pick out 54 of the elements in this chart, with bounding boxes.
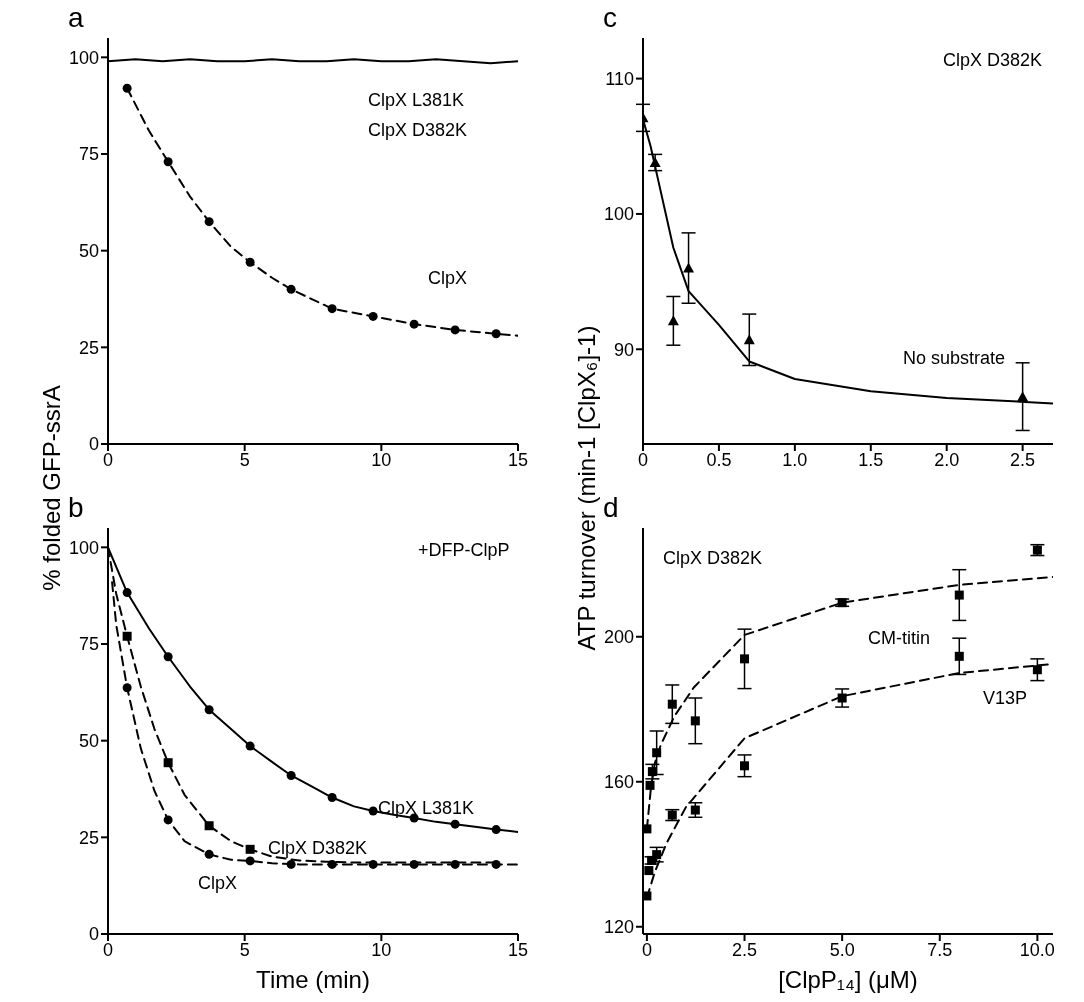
y-tick-label: 50 (78, 241, 99, 262)
chart-title: b (68, 492, 84, 524)
x-axis-title: Time (min) (255, 966, 371, 994)
x-tick-label: 0.5 (706, 449, 732, 470)
x-tick-label: 5 (239, 939, 250, 960)
y-axis-title: ATP turnover (min-1 [ClpX₆]-1) (573, 325, 601, 651)
x-tick-label: 0 (641, 939, 652, 960)
annotation: ClpX D382K (368, 120, 468, 141)
x-tick-label: 5.0 (829, 939, 855, 960)
y-tick-label: 90 (613, 339, 634, 360)
x-tick-label: 0 (102, 939, 114, 960)
y-tick-label: 100 (68, 47, 99, 68)
annotation: ClpX L381K (368, 90, 465, 111)
y-tick-label: 25 (78, 337, 99, 358)
x-tick-label: 10 (371, 449, 392, 470)
y-tick-label: 110 (605, 68, 634, 89)
y-tick-label: 160 (603, 772, 634, 793)
y-tick-label: 120 (603, 917, 634, 938)
y-tick-label: 100 (603, 204, 634, 225)
y-axis-title: % folded GFP-ssrA (38, 385, 66, 591)
chart-title: c (603, 2, 617, 34)
annotation: ClpX D382K (663, 548, 763, 569)
y-tick-label: 25 (78, 827, 99, 848)
x-tick-label: 15 (507, 449, 529, 470)
y-tick-label: 200 (603, 627, 634, 648)
y-tick-label: 0 (88, 434, 99, 455)
x-axis-title: [ClpP₁₄] (μM) (777, 966, 919, 994)
annotation: ClpX (428, 268, 468, 289)
annotation: V13P (983, 688, 1028, 709)
y-tick-label: 75 (78, 634, 99, 655)
chart-title: a (68, 2, 84, 34)
annotation: ClpX (198, 873, 238, 894)
x-tick-label: 10 (371, 939, 392, 960)
annotation: CM-titin (868, 628, 930, 649)
x-tick-label: 5 (239, 449, 250, 470)
annotation: +DFP-ClpP (418, 540, 510, 561)
x-tick-label: 2.5 (1010, 449, 1036, 470)
y-tick-label: 0 (88, 924, 99, 945)
x-tick-label: 1.5 (858, 449, 884, 470)
annotation: No substrate (903, 348, 1006, 369)
chart-title: d (603, 492, 619, 524)
x-tick-label: 2.0 (934, 449, 960, 470)
x-tick-label: 7.5 (927, 939, 953, 960)
x-tick-label: 15 (507, 939, 529, 960)
y-tick-label: 75 (78, 144, 99, 165)
x-tick-label: 1.0 (782, 449, 808, 470)
x-tick-label: 0 (102, 449, 114, 470)
y-tick-label: 100 (68, 537, 99, 558)
y-tick-label: 50 (78, 731, 99, 752)
x-tick-label: 2.5 (732, 939, 758, 960)
annotation: ClpX D382K (268, 838, 368, 859)
annotation: ClpX D382K (943, 50, 1043, 71)
x-tick-label: 10.0 (1019, 939, 1055, 960)
x-tick-label: 0 (637, 449, 649, 470)
